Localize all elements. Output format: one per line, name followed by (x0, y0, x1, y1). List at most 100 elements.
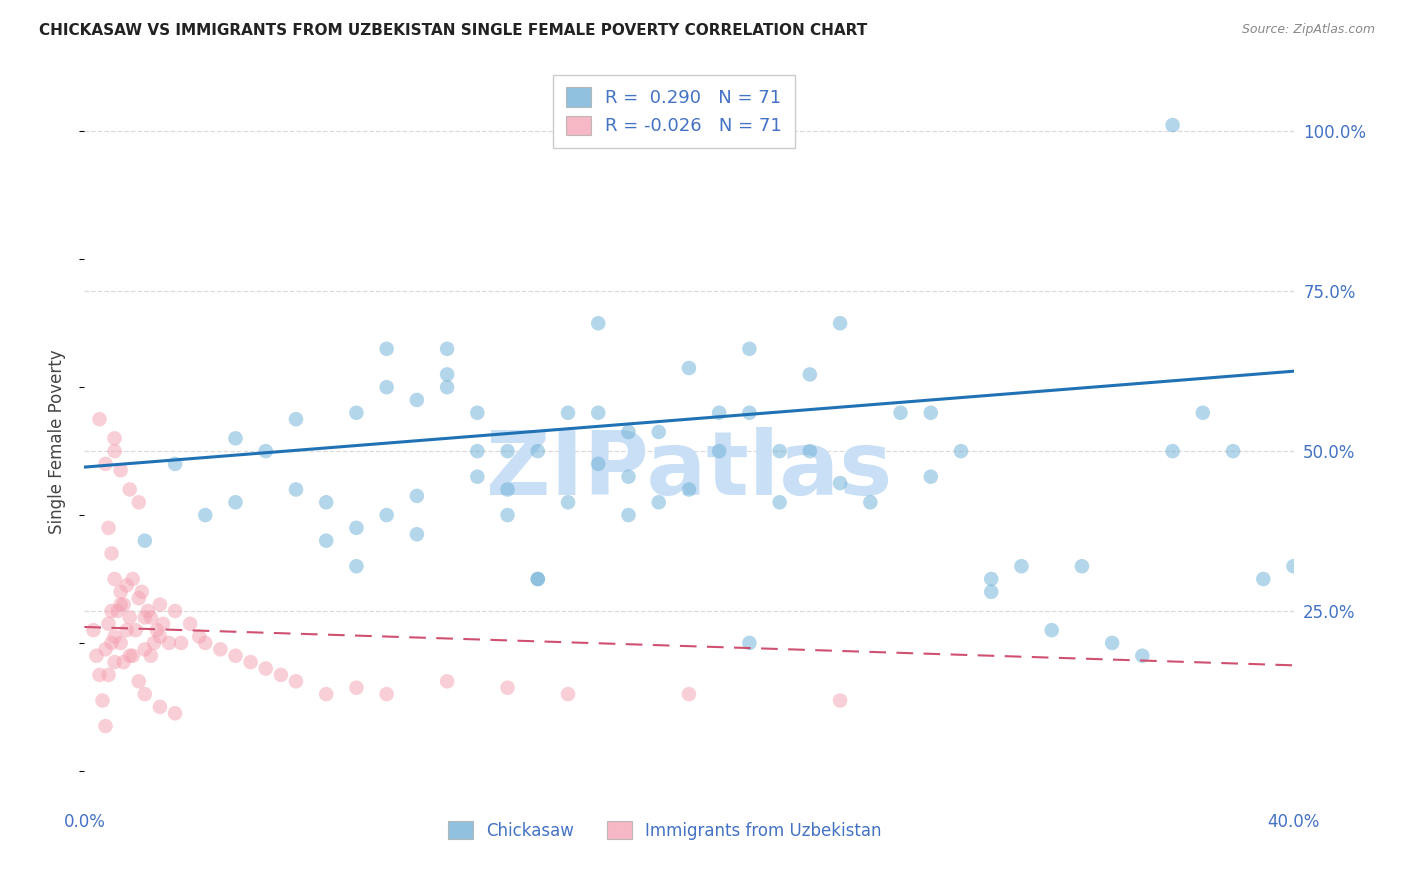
Point (496, 483, 519, 497)
Point (588, 457, 610, 471)
Point (436, 368, 458, 382)
Point (125, 623, 148, 637)
Point (94, 457, 117, 471)
Point (799, 368, 821, 382)
Point (86, 648, 108, 663)
Point (375, 687, 398, 701)
Point (678, 361, 700, 376)
Point (738, 342, 761, 356)
Point (188, 630, 211, 644)
Point (121, 648, 143, 663)
Point (194, 636, 217, 650)
Point (128, 495, 150, 509)
Point (1253, 572, 1275, 586)
Point (1011, 559, 1033, 574)
Point (496, 508, 519, 522)
Point (617, 425, 640, 439)
Point (648, 425, 671, 439)
Point (588, 406, 610, 420)
Point (346, 521, 368, 535)
Text: Source: ZipAtlas.com: Source: ZipAtlas.com (1241, 23, 1375, 37)
Point (315, 533, 337, 548)
Point (104, 572, 127, 586)
Point (830, 476, 852, 491)
Point (82, 623, 104, 637)
Point (527, 444, 550, 458)
Point (225, 648, 247, 663)
Point (107, 604, 129, 618)
Point (146, 623, 169, 637)
Point (738, 406, 761, 420)
Point (557, 406, 579, 420)
Point (165, 457, 187, 471)
Point (1222, 444, 1244, 458)
Point (557, 687, 579, 701)
Point (467, 444, 489, 458)
Point (315, 687, 337, 701)
Point (110, 463, 132, 477)
Point (110, 636, 132, 650)
Point (118, 648, 141, 663)
Point (94, 642, 117, 657)
Point (134, 610, 156, 624)
Point (467, 406, 489, 420)
Point (375, 342, 398, 356)
Point (1040, 623, 1063, 637)
Point (104, 630, 127, 644)
Point (375, 508, 398, 522)
Point (112, 598, 135, 612)
Point (165, 706, 187, 721)
Point (436, 674, 458, 689)
Point (149, 598, 172, 612)
Point (527, 572, 550, 586)
Point (1130, 648, 1153, 663)
Point (165, 604, 187, 618)
Point (709, 444, 731, 458)
Point (97, 616, 120, 631)
Point (1101, 636, 1123, 650)
Point (100, 546, 122, 560)
Point (225, 431, 247, 445)
Point (285, 483, 308, 497)
Point (139, 648, 162, 663)
Point (950, 444, 973, 458)
Point (118, 610, 141, 624)
Point (859, 495, 882, 509)
Point (346, 406, 368, 420)
Point (920, 469, 942, 483)
Point (209, 642, 232, 657)
Point (557, 495, 579, 509)
Point (142, 636, 165, 650)
Point (115, 623, 138, 637)
Text: CHICKASAW VS IMMIGRANTS FROM UZBEKISTAN SINGLE FEMALE POVERTY CORRELATION CHART: CHICKASAW VS IMMIGRANTS FROM UZBEKISTAN … (39, 23, 868, 38)
Point (617, 508, 640, 522)
Point (194, 508, 217, 522)
Point (136, 604, 159, 618)
Point (285, 674, 308, 689)
Legend: Chickasaw, Immigrants from Uzbekistan: Chickasaw, Immigrants from Uzbekistan (441, 814, 889, 847)
Point (170, 636, 193, 650)
Point (436, 342, 458, 356)
Point (890, 406, 912, 420)
Point (104, 444, 127, 458)
Point (346, 681, 368, 695)
Point (1282, 559, 1305, 574)
Point (112, 655, 135, 669)
Point (134, 533, 156, 548)
Point (100, 636, 122, 650)
Point (254, 444, 277, 458)
Point (104, 431, 127, 445)
Point (97, 521, 120, 535)
Text: ZIPatlas: ZIPatlas (486, 427, 891, 514)
Point (94, 719, 117, 733)
Point (799, 444, 821, 458)
Point (115, 578, 138, 592)
Point (104, 655, 127, 669)
Point (100, 604, 122, 618)
Point (134, 687, 156, 701)
Point (830, 693, 852, 707)
Point (152, 616, 174, 631)
Point (678, 687, 700, 701)
Point (648, 495, 671, 509)
Point (121, 572, 143, 586)
